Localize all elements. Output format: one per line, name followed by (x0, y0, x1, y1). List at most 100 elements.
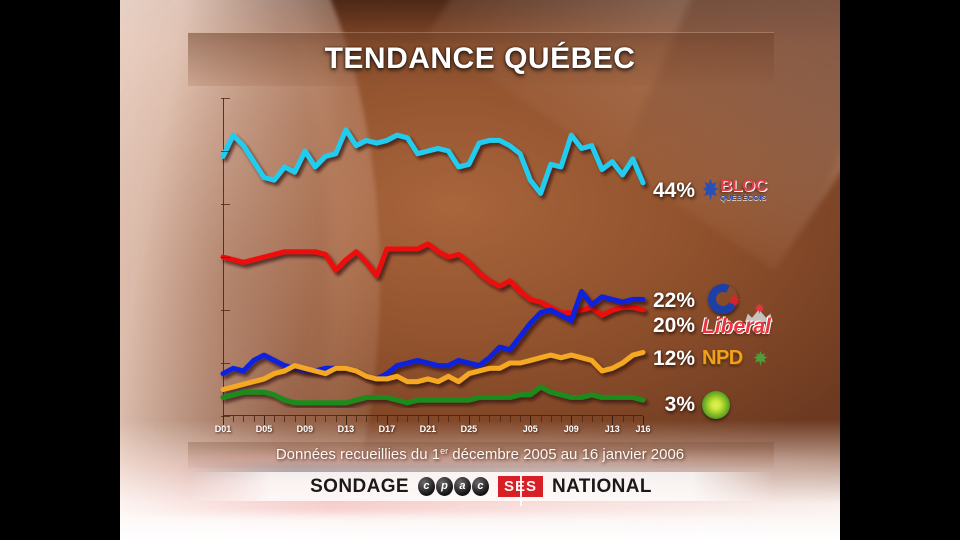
x-axis-tick (386, 416, 388, 425)
x-axis-tick (356, 416, 358, 422)
liberal-party-logo: Liberal (702, 303, 798, 341)
x-axis-tick (315, 416, 317, 422)
legend-row-liberal: 20% Liberal (643, 303, 798, 341)
x-axis-tick (335, 416, 337, 422)
x-axis-tick (632, 416, 634, 422)
legend-value-green: 3% (664, 393, 695, 416)
x-axis-tick (243, 416, 245, 422)
x-axis-tick (427, 416, 429, 425)
cpac-letter-circle: c (471, 477, 489, 496)
x-axis-tick (643, 416, 644, 425)
x-axis-tick (468, 416, 470, 425)
x-axis-tick-label: D17 (378, 424, 396, 434)
series-line-parti-vert (220, 384, 646, 406)
x-axis-tick (263, 416, 265, 425)
fleur-de-lys-icon (702, 179, 719, 201)
x-axis-tick (591, 416, 593, 422)
x-axis-tick (407, 416, 409, 422)
series-line-bloc-qu-b-cois (220, 127, 646, 196)
y-axis-tick (221, 257, 230, 258)
x-axis-tick-label: J16 (635, 424, 651, 434)
cpac-letter-circle: c (417, 477, 435, 496)
npd-brand-text: NPD (702, 347, 743, 369)
legend-value-bloc: 44% (652, 179, 695, 202)
x-axis-tick (550, 416, 552, 422)
x-axis-tick-label: J13 (604, 424, 620, 434)
series-line-conservateur (220, 288, 646, 382)
bloc-brand-text: BLOC (720, 176, 767, 195)
x-axis-tick-label: D21 (419, 424, 437, 434)
x-axis-tick (448, 416, 450, 422)
footer-plate (188, 442, 774, 468)
series-line-lib-ral (220, 241, 646, 318)
legend-value-liberal: 20% (652, 314, 695, 337)
x-axis-tick (581, 416, 583, 422)
x-axis-tick (489, 416, 491, 422)
x-axis-tick (602, 416, 604, 422)
title-plate (188, 32, 774, 86)
pillarbox-right (840, 0, 960, 540)
x-axis-tick-label: J05 (522, 424, 538, 434)
x-axis-tick-label: D25 (460, 424, 478, 434)
x-axis-tick (366, 416, 368, 422)
ses-logo: SES (497, 475, 543, 506)
note-ordinal: er (440, 446, 449, 456)
x-axis-tick (530, 416, 532, 425)
x-axis-tick (284, 416, 286, 422)
y-axis-tick (221, 151, 230, 152)
series-line-npd (220, 349, 646, 392)
bloc-quebecois-logo: BLOC QUÉBÉCOIS (702, 176, 776, 206)
cpac-letter-circle: p (435, 477, 453, 496)
y-axis-tick (221, 98, 230, 99)
banner-right-text: NATIONAL (551, 475, 652, 497)
x-axis-tick (294, 416, 296, 422)
x-axis-tick (479, 416, 481, 422)
x-axis-tick (438, 416, 440, 422)
legend-value-npd: 12% (652, 347, 695, 370)
maple-leaf-icon (728, 294, 741, 307)
legend-row-npd: 12% NPD (643, 346, 776, 372)
x-axis-tick (540, 416, 542, 422)
x-axis-tick (499, 416, 501, 422)
cpac-letter-circle: a (453, 477, 471, 496)
x-axis-tick (520, 416, 522, 422)
note-post: décembre 2005 au 16 janvier 2006 (448, 446, 685, 463)
conservative-party-logo (702, 280, 762, 318)
x-axis-tick (397, 416, 399, 422)
x-axis-tick (223, 416, 224, 425)
x-axis-tick (345, 416, 347, 425)
y-axis-tick (221, 363, 230, 364)
green-party-logo (702, 391, 730, 419)
graphic-stage: TENDANCE QUÉBEC 0%10%20%30%40%50%60% D01… (120, 0, 840, 540)
x-axis-tick (509, 416, 511, 422)
y-axis-tick (221, 204, 230, 205)
chart-plot-area: D01 D05 D09 D13 D17 D21 D25 J05 J09 J13 J16 (215, 98, 651, 434)
npd-logo: NPD (702, 346, 776, 372)
x-axis-tick-label: D05 (255, 424, 273, 434)
maple-leaf-icon (753, 351, 768, 366)
pillarbox-left (0, 0, 120, 540)
banner-left-text: SONDAGE (310, 475, 409, 497)
bloc-brand-subtext: QUÉBÉCOIS (720, 193, 767, 202)
x-axis-tick (325, 416, 327, 422)
x-axis-tick (622, 416, 624, 422)
legend-row-bloc: 44% BLOC QUÉBÉCOIS (643, 176, 776, 206)
y-axis-tick (221, 310, 230, 311)
legend-value-conservative: 22% (652, 289, 695, 312)
x-axis-tick (417, 416, 419, 422)
data-collection-note: Données recueillies du 1er décembre 2005… (120, 446, 840, 463)
y-axis-tick (221, 416, 230, 417)
x-axis-tick-label: D13 (337, 424, 355, 434)
x-axis-tick (274, 416, 276, 422)
x-axis-tick (458, 416, 460, 422)
note-pre: Données recueillies du 1 (275, 446, 441, 463)
x-axis-tick (561, 416, 563, 422)
x-axis-tick (233, 416, 235, 422)
maple-leaf-icon (754, 303, 765, 314)
x-axis-tick (612, 416, 614, 425)
x-axis-line (223, 415, 643, 416)
chart-lines (220, 127, 646, 406)
x-axis-tick (571, 416, 573, 425)
chart-legend: 44% BLOC QUÉBÉCOIS 22% 20% (643, 98, 840, 419)
